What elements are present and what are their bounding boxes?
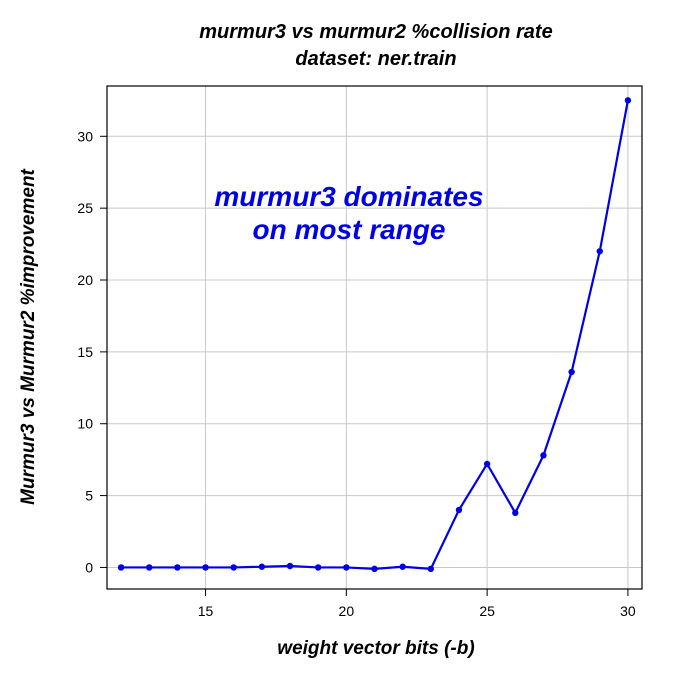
chart-title: murmur3 vs murmur2 %collision rate xyxy=(199,21,552,43)
annotation-line-2: on most range xyxy=(253,214,446,245)
data-point xyxy=(230,564,237,571)
data-point xyxy=(258,563,266,570)
y-tick-label: 10 xyxy=(77,416,93,432)
data-point xyxy=(512,509,519,517)
y-tick-label: 15 xyxy=(77,344,93,360)
plot-frame xyxy=(106,85,643,590)
data-point xyxy=(202,564,209,571)
data-point xyxy=(314,564,322,571)
x-tick-label: 25 xyxy=(479,603,495,619)
data-point xyxy=(568,368,575,376)
data-point xyxy=(117,564,125,571)
data-point xyxy=(174,564,181,571)
data-point xyxy=(483,460,491,468)
y-tick-label: 30 xyxy=(77,128,93,144)
y-tick-label: 0 xyxy=(85,559,93,575)
x-tick-label: 20 xyxy=(339,603,355,619)
data-point xyxy=(596,248,603,255)
data-point xyxy=(286,562,294,570)
data-point xyxy=(146,564,153,571)
series-line xyxy=(121,100,630,570)
data-point xyxy=(427,565,435,573)
series-layer xyxy=(117,97,632,573)
x-axis-label: weight vector bits (-b) xyxy=(277,638,474,659)
y-tick-label: 20 xyxy=(77,272,93,288)
y-tick-label: 5 xyxy=(85,488,93,504)
x-axis: 15 20 25 30 xyxy=(198,589,636,619)
chart-subtitle: dataset: ner.train xyxy=(295,48,456,70)
data-point xyxy=(399,563,406,570)
x-tick-label: 15 xyxy=(198,603,214,619)
data-point xyxy=(371,565,378,573)
data-point xyxy=(455,506,463,514)
y-axis: 0 5 10 15 20 25 30 xyxy=(77,128,107,575)
data-point xyxy=(343,564,350,571)
y-tick-label: 25 xyxy=(77,200,93,216)
annotation-line-1: murmur3 dominates xyxy=(214,181,483,212)
data-point xyxy=(540,452,547,459)
grid-layer xyxy=(107,86,642,589)
x-tick-label: 30 xyxy=(620,603,636,619)
y-axis-label: Murmur3 vs Murmur2 %improvement xyxy=(18,168,39,504)
data-point xyxy=(624,97,632,104)
